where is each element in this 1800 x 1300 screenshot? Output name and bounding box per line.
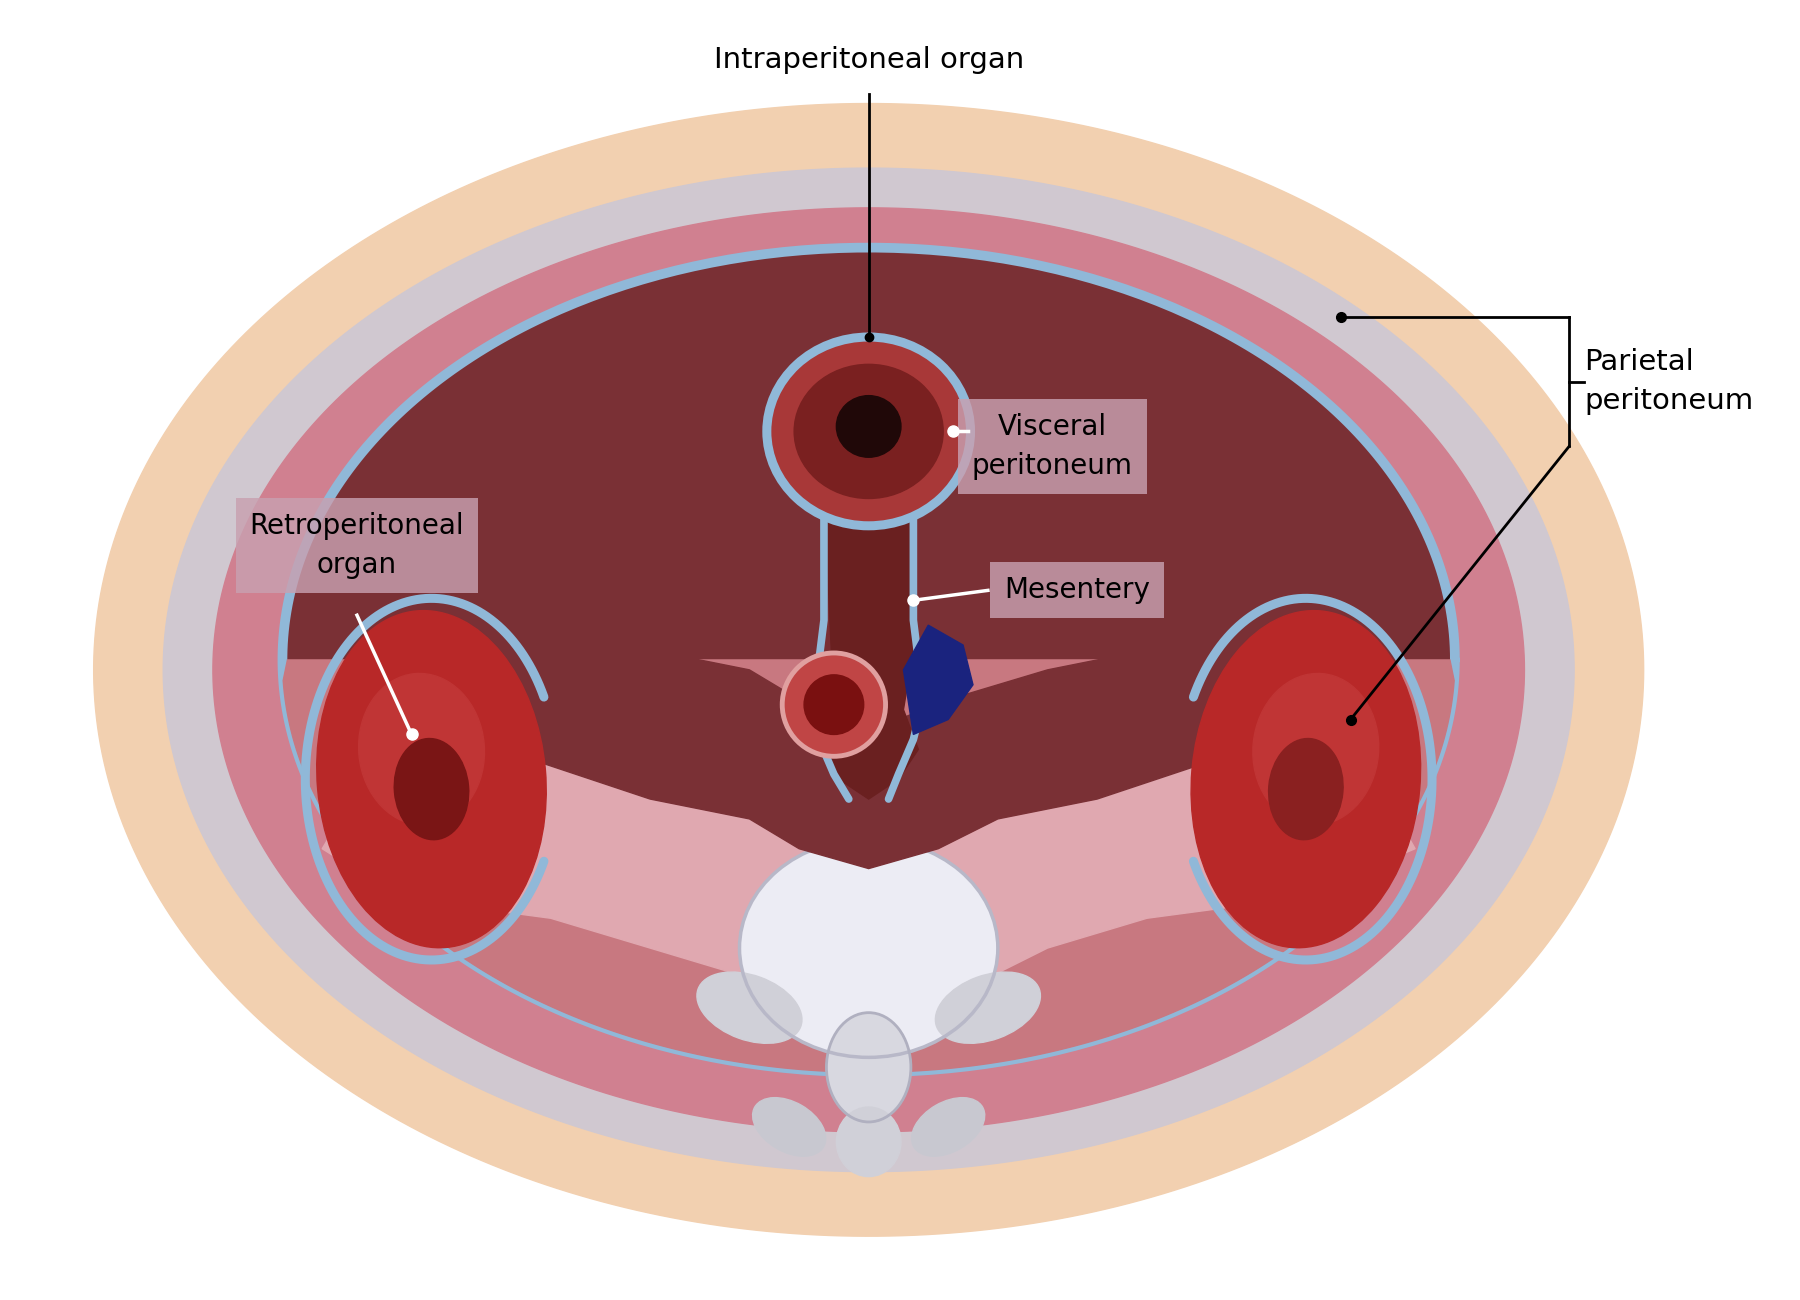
Ellipse shape <box>1253 673 1379 826</box>
Polygon shape <box>164 168 1575 1171</box>
Polygon shape <box>353 640 1395 868</box>
Ellipse shape <box>837 395 902 458</box>
Ellipse shape <box>394 738 468 840</box>
Text: Parietal
peritoneum: Parietal peritoneum <box>1584 348 1753 415</box>
Polygon shape <box>94 104 1643 1236</box>
Ellipse shape <box>911 1097 985 1156</box>
Polygon shape <box>322 740 1415 998</box>
Polygon shape <box>283 660 1454 1072</box>
Text: Intraperitoneal organ: Intraperitoneal organ <box>713 46 1024 74</box>
Ellipse shape <box>1192 611 1420 948</box>
Polygon shape <box>283 247 1454 1072</box>
Polygon shape <box>819 486 918 800</box>
Ellipse shape <box>837 1108 902 1176</box>
Ellipse shape <box>358 673 484 826</box>
Text: Visceral
peritoneum: Visceral peritoneum <box>972 413 1132 480</box>
Ellipse shape <box>740 838 997 1057</box>
Circle shape <box>805 675 864 734</box>
Polygon shape <box>904 625 974 734</box>
Ellipse shape <box>769 339 968 524</box>
Text: Mesentery: Mesentery <box>1004 576 1150 604</box>
Text: Retroperitoneal
organ: Retroperitoneal organ <box>250 512 464 580</box>
Polygon shape <box>212 208 1525 1132</box>
Ellipse shape <box>794 364 943 498</box>
Ellipse shape <box>752 1097 826 1156</box>
Ellipse shape <box>936 972 1040 1044</box>
Ellipse shape <box>697 972 803 1044</box>
Ellipse shape <box>826 1013 911 1122</box>
Ellipse shape <box>1269 738 1343 840</box>
Ellipse shape <box>317 611 545 948</box>
Circle shape <box>783 653 886 757</box>
